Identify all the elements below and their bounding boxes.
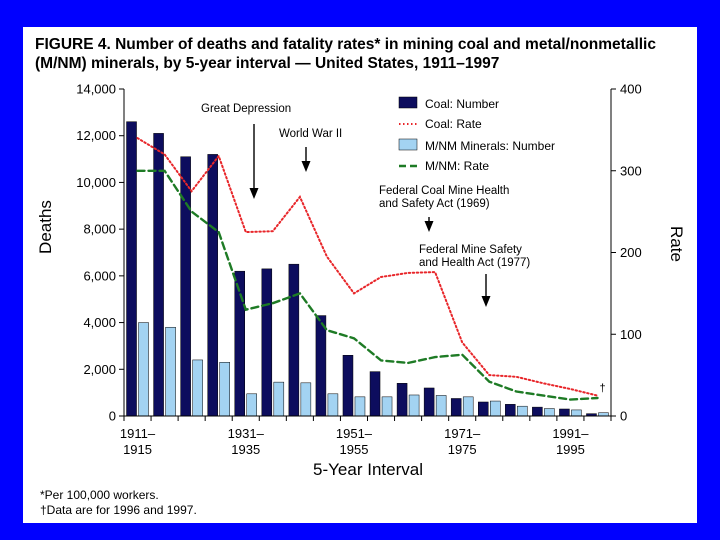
coal-number-bar: [396, 383, 408, 417]
mnm-number-bar: [462, 396, 474, 417]
x-tick-label: 1911–: [120, 426, 156, 441]
coal-number-bar: [315, 315, 327, 417]
footnote-dagger: †Data are for 1996 and 1997.: [40, 503, 197, 517]
left-tick-label: 2,000: [83, 362, 116, 377]
annotation-label: and Health Act (1977): [419, 257, 530, 269]
right-tick-label: 300: [620, 163, 642, 178]
mnm-number-bar: [408, 394, 420, 417]
coal-number-bar: [342, 355, 354, 417]
coal-number-bar: [288, 263, 300, 417]
x-tick-label: 1995: [556, 442, 585, 457]
legend-label: Coal: Number: [425, 97, 499, 111]
x-tick-label: 1955: [340, 442, 369, 457]
left-tick-label: 14,000: [76, 82, 116, 97]
annotation-arrow-head: [301, 161, 311, 172]
mnm-number-bar: [219, 362, 230, 417]
annotation-label: Federal Coal Mine Health: [379, 185, 509, 197]
left-tick-label: 8,000: [83, 222, 116, 237]
legend-label: M/NM Minerals: Number: [425, 139, 555, 153]
annotation-label: Federal Mine Safety: [419, 244, 522, 256]
mnm-number-bar: [192, 359, 203, 417]
right-tick-label: 0: [620, 409, 627, 424]
mnm-number-bar: [544, 408, 555, 417]
mnm-number-bar: [165, 326, 176, 417]
coal-number-bar: [234, 270, 245, 417]
x-tick-label: 1931–: [228, 426, 265, 441]
footnote-rate: *Per 100,000 workers.: [40, 488, 159, 502]
dagger-mark: †: [599, 383, 605, 395]
left-tick-label: 12,000: [76, 128, 116, 143]
coal-number-bar: [126, 121, 137, 417]
chart-title: FIGURE 4. Number of deaths and fatality …: [35, 36, 656, 72]
figure-panel: FIGURE 4. Number of deaths and fatality …: [23, 27, 697, 523]
y2-axis-title: Rate: [667, 226, 686, 262]
x-tick-label: 1971–: [444, 426, 481, 441]
x-tick-label: 1915: [123, 442, 152, 457]
mnm-number-bar: [138, 322, 149, 417]
legend-swatch-mnm-number: [398, 138, 418, 151]
mnm-number-bar: [354, 396, 366, 417]
coal-number-bar: [478, 401, 489, 417]
left-tick-label: 10,000: [76, 175, 116, 190]
mnm-number-bar: [517, 405, 528, 417]
mnm-number-bar: [327, 393, 339, 417]
right-tick-label: 400: [620, 82, 642, 97]
left-tick-label: 4,000: [83, 315, 116, 330]
x-tick-label: 1991–: [552, 426, 589, 441]
mnm-rate-line: [136, 169, 599, 401]
chart-svg: 0 2,000 4,000 6,000 8,000 10,000 12,000 14,000 0…: [36, 82, 686, 480]
coal-number-bar: [207, 154, 218, 417]
coal-number-bar: [369, 371, 381, 417]
right-tick-label: 200: [620, 245, 642, 260]
mnm-number-bar: [571, 409, 582, 417]
annotation-arrow-head: [249, 188, 259, 199]
mnm-number-bar: [273, 381, 285, 417]
coal-number-bar: [261, 268, 273, 417]
x-axis-title: 5-Year Interval: [313, 460, 423, 479]
annotation-arrow-head: [481, 296, 491, 307]
mnm-number-bar: [435, 395, 447, 417]
x-tick-label: 1975: [448, 442, 477, 457]
mnm-number-bar: [381, 396, 393, 417]
coal-number-bar: [532, 406, 543, 417]
legend-swatch-coal-number: [398, 96, 418, 109]
coal-number-bar: [505, 404, 516, 417]
mnm-number-bar: [490, 400, 501, 417]
annotation-arrow-head: [424, 221, 434, 232]
annotation-label: Great Depression: [201, 103, 291, 115]
coal-number-bar: [450, 398, 462, 417]
coal-number-bar: [423, 387, 435, 417]
coal-number-bar: [153, 133, 164, 417]
left-tick-label: 0: [109, 409, 116, 424]
y-axis-title: Deaths: [36, 200, 55, 254]
coal-number-bar: [559, 408, 570, 417]
legend-label: M/NM: Rate: [425, 159, 489, 173]
x-tick-label: 1951–: [336, 426, 373, 441]
mnm-number-bar: [246, 393, 257, 417]
coal-rate-line: [136, 137, 599, 397]
annotation-label: and Safety Act (1969): [379, 198, 490, 210]
x-tick-label: 1935: [231, 442, 260, 457]
right-tick-label: 100: [620, 327, 642, 342]
mnm-number-bar: [300, 382, 312, 417]
annotation-label: World War II: [279, 128, 342, 140]
legend-label: Coal: Rate: [425, 117, 482, 131]
left-tick-label: 6,000: [83, 268, 116, 283]
